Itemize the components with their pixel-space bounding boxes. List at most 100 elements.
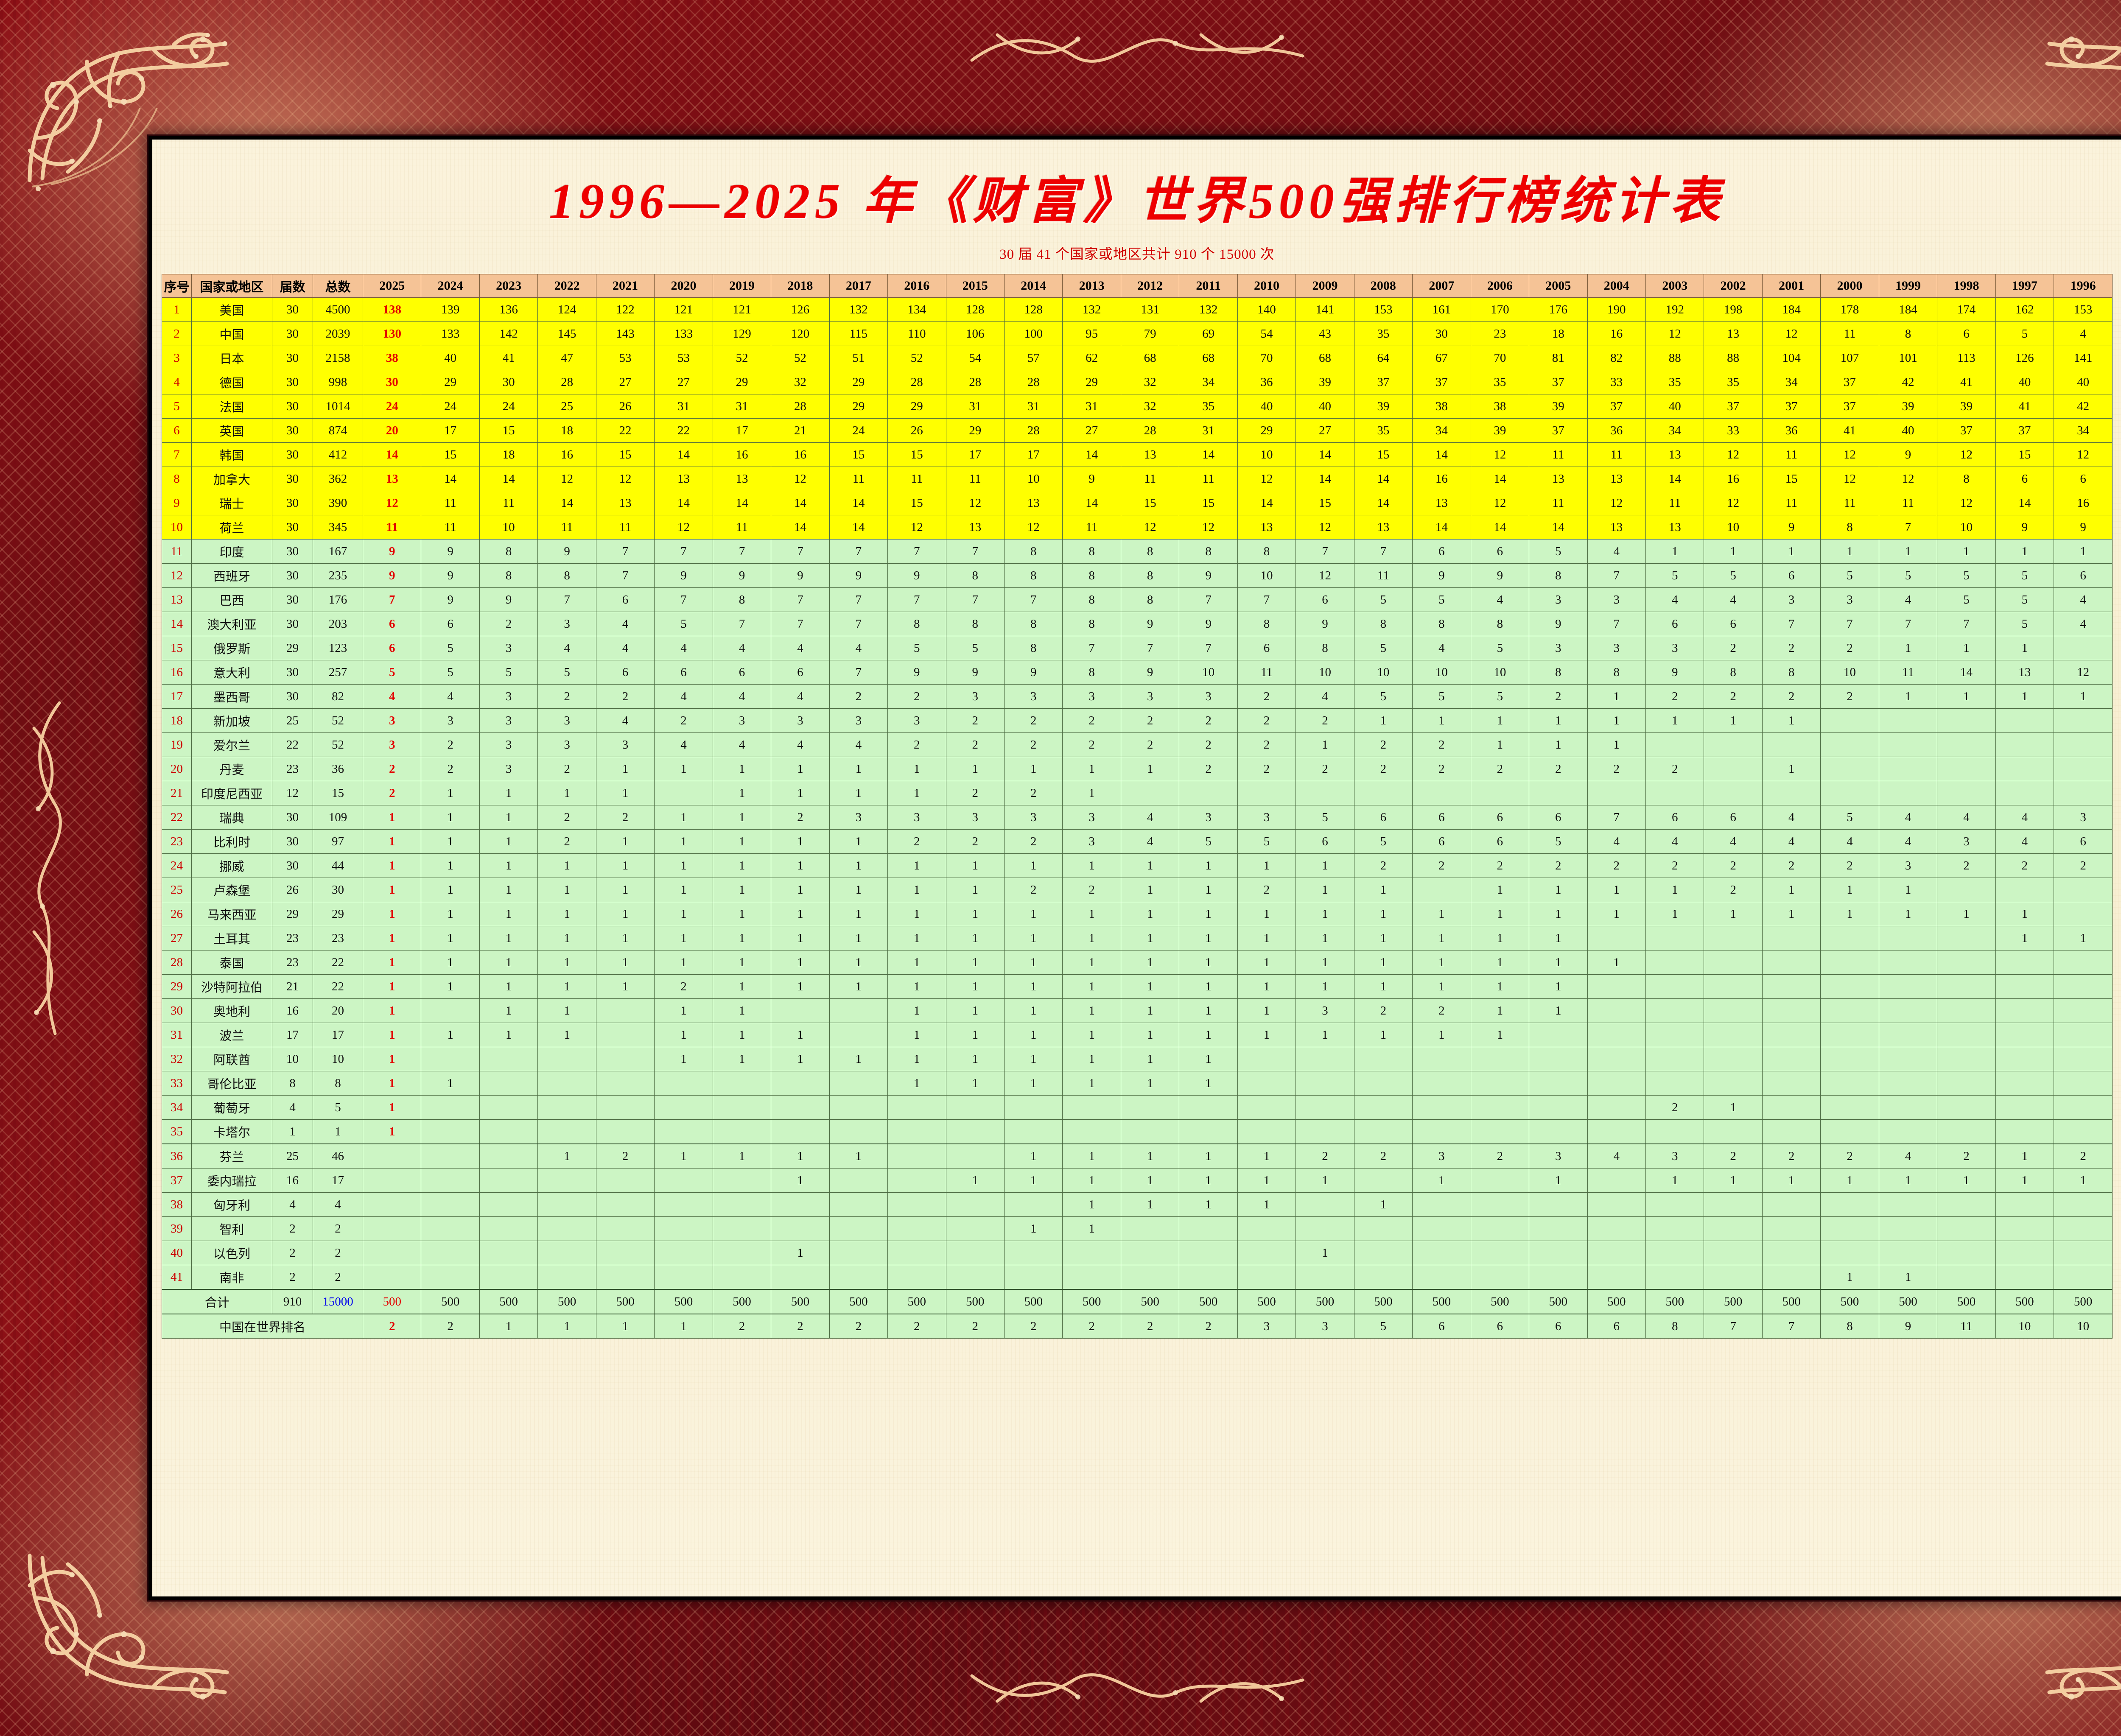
cell-year-2010: 1 (1237, 1192, 1296, 1217)
cell-year-2011: 7 (1179, 636, 1238, 661)
cell-year-2022: 18 (537, 418, 596, 443)
cell-china-rank-2011: 2 (1179, 1314, 1238, 1339)
cell-total: 345 (313, 515, 363, 540)
cell-year-2018: 1 (771, 902, 830, 927)
cell-china-rank-2021: 1 (596, 1314, 655, 1339)
cell-year-1996: 40 (2054, 370, 2113, 395)
cell-year-2015: 1 (946, 974, 1005, 999)
cell-year-2019: 7 (712, 612, 772, 637)
table-row: 25 卢森堡 26 30 1 1 1 1 1 1 1 1 1 1 1 2 2 1 1 2 1 1 1 1 1 1 2 1 1 1 (162, 878, 2113, 903)
col-header-year-2009: 2009 (1296, 274, 1354, 298)
cell-year-2001: 1 (1762, 902, 1821, 927)
cell-country: 奥地利 (191, 998, 272, 1023)
cell-year-2017: 1 (829, 829, 888, 854)
cell-year-2009: 1 (1296, 926, 1354, 951)
cell-year-2018: 1 (771, 878, 830, 903)
cell-year-2019: 1 (712, 757, 772, 782)
cell-year-2019: 11 (712, 515, 772, 540)
cell-seq: 2 (162, 321, 192, 347)
cell-year-2009: 6 (1296, 587, 1354, 612)
cell-total: 167 (313, 539, 363, 564)
cell-year-2016: 3 (887, 805, 946, 830)
cell-year-2002 (1704, 757, 1763, 782)
cell-year-2013: 1 (1062, 1047, 1121, 1072)
cell-year-2020 (654, 1265, 713, 1290)
cell-year-2014: 1 (1004, 950, 1063, 975)
cell-year-1996: 1 (2054, 1168, 2113, 1193)
cell-year-2006: 38 (1470, 394, 1530, 419)
cell-year-2007: 4 (1412, 636, 1471, 661)
cell-year-2020: 2 (654, 974, 713, 999)
cell-year-2006 (1470, 1216, 1530, 1241)
cell-year-2008: 11 (1354, 563, 1413, 588)
cell-terms: 2 (272, 1241, 313, 1266)
cell-year-2023: 11 (479, 491, 538, 516)
cell-year-2020: 1 (654, 853, 713, 878)
cell-year-1996 (2054, 1265, 2113, 1290)
frame-edge-ornament-top (946, 9, 1328, 73)
cell-year-2020: 9 (654, 563, 713, 588)
cell-year-2003: 13 (1645, 442, 1704, 467)
cell-terms: 16 (272, 1168, 313, 1193)
cell-year-1999: 7 (1878, 515, 1938, 540)
cell-year-2006: 6 (1470, 539, 1530, 564)
cell-year-2004: 7 (1587, 612, 1646, 637)
cell-year-2009: 1 (1296, 853, 1354, 878)
cell-year-2009: 9 (1296, 612, 1354, 637)
cell-year-2019 (712, 1192, 772, 1217)
cell-year-2006 (1470, 1168, 1530, 1193)
cell-year-2006: 5 (1470, 636, 1530, 661)
cell-year-2013: 8 (1062, 612, 1121, 637)
cell-year-2024 (421, 998, 480, 1023)
cell-year-2013: 3 (1062, 684, 1121, 709)
cell-year-2022: 1 (537, 926, 596, 951)
cell-year-1998 (1937, 1023, 1996, 1048)
cell-year-2021 (596, 1168, 655, 1193)
cell-year-2001: 4 (1762, 829, 1821, 854)
cell-year-2018: 6 (771, 660, 830, 685)
cell-china-rank-2013: 2 (1062, 1314, 1121, 1339)
cell-year-2005: 37 (1529, 418, 1588, 443)
cell-year-2009: 12 (1296, 563, 1354, 588)
cell-year-2022: 28 (537, 370, 596, 395)
cell-year-2014: 100 (1004, 321, 1063, 347)
cell-year-2008: 15 (1354, 442, 1413, 467)
cell-year-2006: 39 (1470, 418, 1530, 443)
cell-year-2024: 1 (421, 878, 480, 903)
cell-year-1997 (1995, 1095, 2054, 1120)
cell-total: 5 (313, 1095, 363, 1120)
cell-year-2007: 5 (1412, 587, 1471, 612)
cell-year-1997: 2 (1995, 853, 2054, 878)
cell-year-2021: 3 (596, 732, 655, 758)
cell-terms: 8 (272, 1071, 313, 1096)
cell-year-2018: 28 (771, 394, 830, 419)
cell-year-2007 (1412, 1241, 1471, 1266)
table-row: 5 法国 30 1014 24 24 24 25 26 31 31 28 29 29 31 31 31 32 35 4… (162, 394, 2113, 419)
cell-year-1999: 1 (1878, 684, 1938, 709)
cell-year-1998: 7 (1937, 612, 1996, 637)
cell-year-2009: 40 (1296, 394, 1354, 419)
cell-year-1997 (1995, 1265, 2054, 1290)
cell-year-2015: 1 (946, 757, 1005, 782)
cell-year-1998 (1937, 708, 1996, 733)
cell-year-2001: 4 (1762, 805, 1821, 830)
cell-year-2008: 2 (1354, 732, 1413, 758)
cell-year-2012: 11 (1120, 467, 1180, 492)
table-row: 32 阿联酋 10 10 1 1 1 1 1 1 1 1 1 1 1 (162, 1047, 2113, 1072)
cell-seq: 9 (162, 491, 192, 516)
cell-year-2003: 11 (1645, 491, 1704, 516)
cell-year-2018 (771, 1095, 830, 1120)
cell-country: 法国 (191, 394, 272, 419)
cell-year-2014: 2 (1004, 732, 1063, 758)
cell-year-2013: 27 (1062, 418, 1121, 443)
cell-year-2022: 14 (537, 491, 596, 516)
cell-year-2000 (1820, 1071, 1879, 1096)
cell-seq: 10 (162, 515, 192, 540)
cell-year-2013: 9 (1062, 467, 1121, 492)
cell-year-1998: 10 (1937, 515, 1996, 540)
inner-matte-bevel: 1996—2025 年《财富》世界500强排行榜统计表 30 届 41 个国家或… (148, 136, 2121, 1600)
cell-year-1998: 4 (1937, 805, 1996, 830)
cell-year-2002 (1704, 974, 1763, 999)
cell-total: 46 (313, 1143, 363, 1169)
cell-year-2023: 10 (479, 515, 538, 540)
